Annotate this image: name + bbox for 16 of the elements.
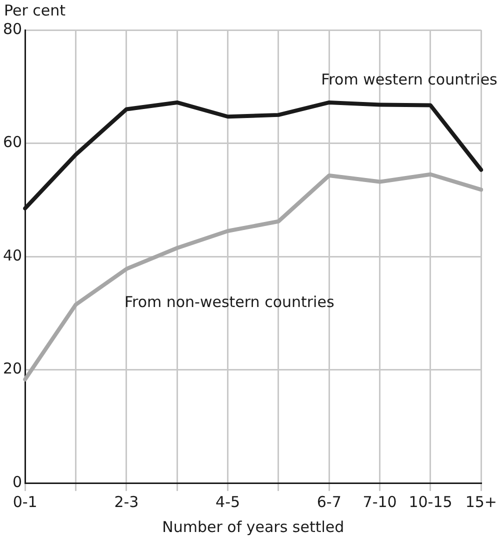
x-axis-title: Number of years settled bbox=[162, 518, 344, 536]
series-label: From western countries bbox=[321, 70, 498, 88]
y-axis-title: Per cent bbox=[4, 1, 66, 20]
series-label: From non-western countries bbox=[124, 292, 334, 311]
y-tick-label: 40 bbox=[2, 246, 22, 264]
y-tick-label: 20 bbox=[2, 360, 22, 378]
x-tick-label: 10-15 bbox=[408, 492, 452, 511]
x-tick-label: 6-7 bbox=[316, 492, 342, 511]
x-tick-label: 2-3 bbox=[114, 492, 139, 511]
x-tick-label: 15+ bbox=[465, 492, 497, 511]
x-tick-label: 7-10 bbox=[362, 492, 397, 511]
y-tick-label: 60 bbox=[2, 133, 22, 152]
y-tick-label: 80 bbox=[2, 20, 22, 38]
x-tick-label: 4-5 bbox=[216, 492, 240, 511]
y-tick-label: 0 bbox=[12, 472, 22, 491]
x-tick-label: 0-1 bbox=[12, 492, 38, 511]
